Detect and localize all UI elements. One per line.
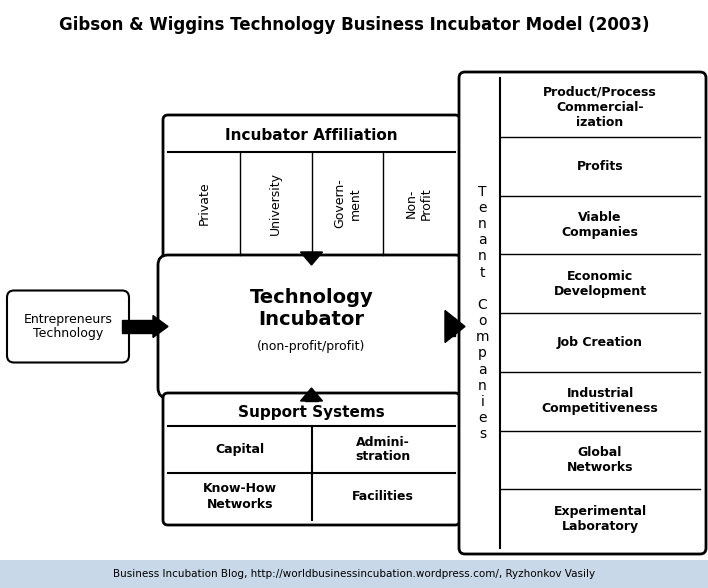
- Polygon shape: [300, 252, 323, 265]
- Text: Product/Process
Commercial-
ization: Product/Process Commercial- ization: [543, 86, 657, 129]
- Text: Economic
Development: Economic Development: [554, 270, 646, 298]
- Polygon shape: [153, 316, 168, 338]
- Text: (non-profit/profit): (non-profit/profit): [257, 340, 366, 353]
- Text: Global
Networks: Global Networks: [566, 446, 633, 474]
- Bar: [305, 252, 318, 255]
- Text: Business Incubation Blog, http://worldbusinessincubation.wordpress.com/, Ryzhonk: Business Incubation Blog, http://worldbu…: [113, 569, 595, 579]
- FancyBboxPatch shape: [158, 255, 465, 398]
- Text: Profits: Profits: [577, 159, 623, 173]
- Text: Incubator Affiliation: Incubator Affiliation: [225, 129, 398, 143]
- Text: Experimental
Laboratory: Experimental Laboratory: [554, 505, 646, 533]
- Text: University: University: [269, 172, 282, 235]
- Polygon shape: [445, 310, 465, 342]
- FancyBboxPatch shape: [163, 393, 460, 525]
- Text: Viable
Companies: Viable Companies: [561, 211, 639, 239]
- Text: Govern-
ment: Govern- ment: [333, 179, 361, 228]
- Text: Job Creation: Job Creation: [557, 336, 643, 349]
- Text: Entrepreneurs
Technology: Entrepreneurs Technology: [23, 312, 113, 340]
- FancyBboxPatch shape: [459, 72, 706, 554]
- Text: Non-
Profit: Non- Profit: [405, 187, 433, 220]
- Text: Know-How
Networks: Know-How Networks: [202, 483, 277, 510]
- Text: Facilities: Facilities: [353, 490, 414, 503]
- Text: Gibson & Wiggins Technology Business Incubator Model (2003): Gibson & Wiggins Technology Business Inc…: [59, 16, 649, 34]
- Text: Support Systems: Support Systems: [238, 405, 385, 419]
- Bar: [122, 320, 153, 333]
- Bar: [0, 560, 708, 588]
- Text: Admini-
stration: Admini- stration: [355, 436, 411, 463]
- Text: T
e
n
a
n
t

C
o
m
p
a
n
i
e
s: T e n a n t C o m p a n i e s: [476, 185, 489, 442]
- Bar: [305, 398, 318, 401]
- Text: Private: Private: [198, 182, 210, 225]
- Text: Technology
Incubator: Technology Incubator: [250, 288, 373, 329]
- Polygon shape: [300, 388, 323, 401]
- Text: Capital: Capital: [215, 443, 264, 456]
- FancyBboxPatch shape: [7, 290, 129, 362]
- Text: Industrial
Competitiveness: Industrial Competitiveness: [542, 387, 658, 415]
- Bar: [445, 318, 455, 336]
- FancyBboxPatch shape: [163, 115, 460, 260]
